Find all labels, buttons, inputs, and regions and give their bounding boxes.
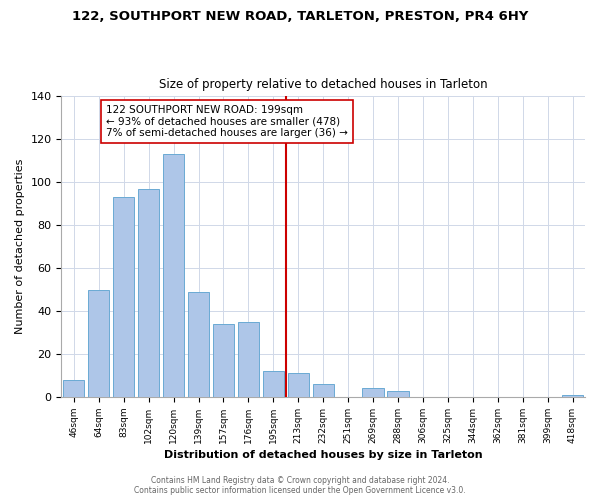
Bar (188, 292, 209, 397)
Bar (63, 380, 85, 397)
Title: Size of property relative to detached houses in Tarleton: Size of property relative to detached ho… (159, 78, 488, 91)
Text: 122, SOUTHPORT NEW ROAD, TARLETON, PRESTON, PR4 6HY: 122, SOUTHPORT NEW ROAD, TARLETON, PREST… (72, 10, 528, 23)
Bar (388, 390, 409, 397)
Bar (562, 395, 583, 397)
Bar (138, 188, 159, 397)
Bar (263, 371, 284, 397)
Text: 122 SOUTHPORT NEW ROAD: 199sqm
← 93% of detached houses are smaller (478)
7% of : 122 SOUTHPORT NEW ROAD: 199sqm ← 93% of … (106, 105, 348, 138)
Bar (163, 154, 184, 397)
X-axis label: Distribution of detached houses by size in Tarleton: Distribution of detached houses by size … (164, 450, 482, 460)
Bar (238, 322, 259, 397)
Bar (213, 324, 234, 397)
Bar (113, 198, 134, 397)
Bar (313, 384, 334, 397)
Bar (88, 290, 109, 397)
Text: Contains HM Land Registry data © Crown copyright and database right 2024.
Contai: Contains HM Land Registry data © Crown c… (134, 476, 466, 495)
Y-axis label: Number of detached properties: Number of detached properties (15, 159, 25, 334)
Bar (362, 388, 383, 397)
Bar (287, 374, 309, 397)
